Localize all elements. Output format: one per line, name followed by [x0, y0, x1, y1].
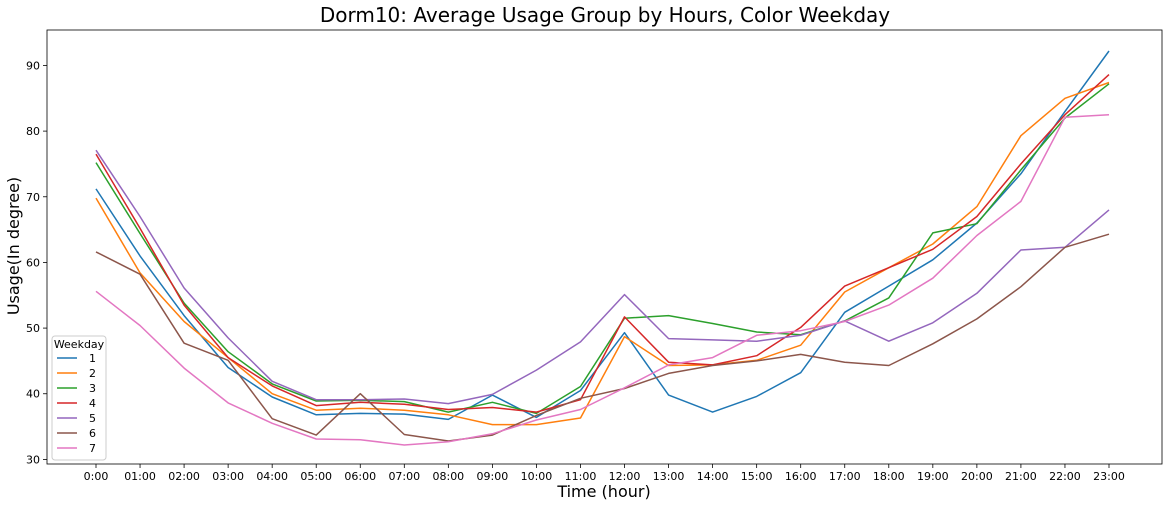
legend-entry-2: 2 [89, 367, 96, 380]
x-tick-label: 08:00 [432, 470, 464, 483]
x-tick-label: 14:00 [697, 470, 729, 483]
x-tick-label: 22:00 [1049, 470, 1081, 483]
series-line-7 [95, 113, 1110, 446]
x-tick-label: 10:00 [521, 470, 553, 483]
plot-area [46, 29, 1163, 465]
x-tick-label: 04:00 [256, 470, 288, 483]
y-tick-label: 90 [26, 59, 40, 72]
y-tick-label: 50 [26, 322, 40, 335]
x-tick-label: 03:00 [212, 470, 244, 483]
legend: Weekday 1 2 3 4 5 6 7 [51, 335, 107, 461]
y-tick-label: 70 [26, 191, 40, 204]
legend-entry-3: 3 [89, 382, 96, 395]
legend-entry-7: 7 [89, 442, 96, 455]
x-axis-label: Time (hour) [556, 482, 650, 501]
y-axis-label: Usage(In degree) [4, 177, 23, 315]
y-tick-label: 30 [26, 453, 40, 466]
x-tick-label: 05:00 [300, 470, 332, 483]
x-tick-label: 07:00 [388, 470, 420, 483]
series-line-5 [95, 149, 1110, 405]
series-lines [95, 50, 1110, 446]
legend-entry-4: 4 [89, 397, 96, 410]
x-tick-label: 20:00 [961, 470, 993, 483]
series-line-3 [95, 83, 1110, 415]
y-tick-label: 80 [26, 125, 40, 138]
y-tick-label: 40 [26, 388, 40, 401]
legend-entry-6: 6 [89, 427, 96, 440]
legend-entry-1: 1 [89, 352, 96, 365]
series-line-2 [95, 81, 1110, 426]
legend-title: Weekday [54, 338, 105, 351]
x-tick-label: 19:00 [917, 470, 949, 483]
x-tick-label: 17:00 [829, 470, 861, 483]
series-line-4 [95, 74, 1110, 413]
x-tick-label: 13:00 [653, 470, 685, 483]
series-line-6 [95, 233, 1110, 442]
x-tick-label: 15:00 [741, 470, 773, 483]
series-line-1 [95, 50, 1110, 421]
x-tick-label: 12:00 [609, 470, 641, 483]
x-tick-label: 0:00 [84, 470, 109, 483]
x-tick-label: 02:00 [168, 470, 200, 483]
x-tick-label: 16:00 [785, 470, 817, 483]
x-tick-label: 09:00 [477, 470, 509, 483]
x-tick-label: 23:00 [1093, 470, 1125, 483]
legend-box [51, 335, 107, 461]
x-tick-label: 18:00 [873, 470, 905, 483]
x-tick-label: 21:00 [1005, 470, 1037, 483]
x-tick-label: 06:00 [344, 470, 376, 483]
legend-entry-5: 5 [89, 412, 96, 425]
x-axis: 0:00 01:00 02:00 03:00 04:00 05:00 06:00 07:00 0… [84, 464, 1125, 483]
x-tick-label: 01:00 [124, 470, 156, 483]
x-tick-label: 11:00 [565, 470, 597, 483]
y-axis: 30 40 50 60 70 80 90 [26, 59, 47, 466]
chart-title: Dorm10: Average Usage Group by Hours, Co… [320, 3, 890, 27]
y-tick-label: 60 [26, 256, 40, 269]
